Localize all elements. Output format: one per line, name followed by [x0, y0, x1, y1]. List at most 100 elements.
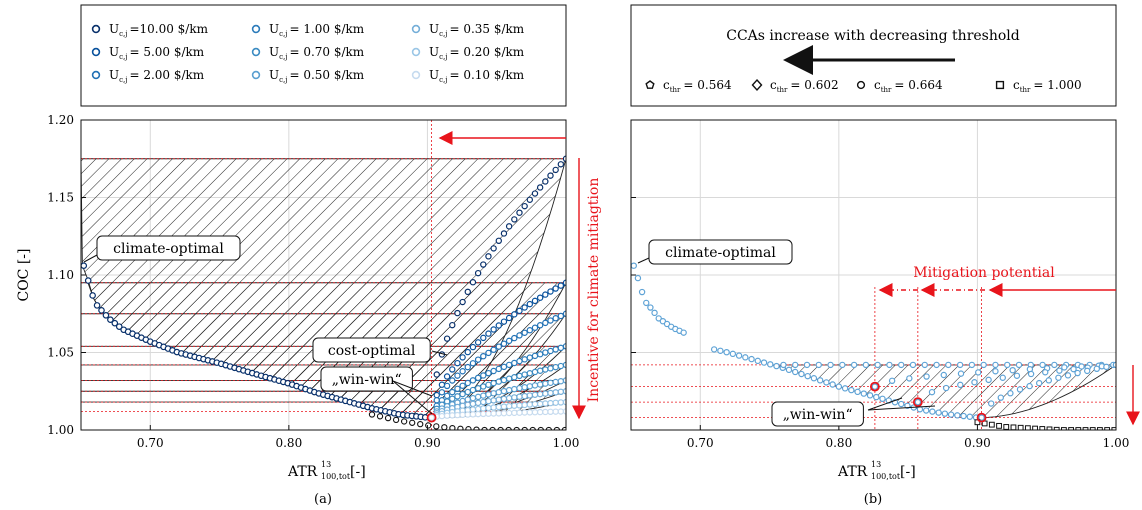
- data-point: [449, 395, 456, 402]
- data-point: [760, 359, 768, 366]
- data-point: [495, 378, 502, 385]
- data-point: [557, 388, 565, 396]
- data-point: [773, 362, 780, 370]
- x-tick-label: 0.80: [275, 436, 302, 450]
- data-point: [542, 400, 549, 407]
- data-point: [368, 411, 376, 418]
- data-point: [992, 361, 999, 369]
- data-point: [835, 383, 843, 390]
- data-point: [464, 401, 471, 408]
- data-point: [428, 414, 435, 421]
- data-point: [767, 361, 774, 368]
- data-point: [392, 416, 400, 424]
- data-point: [443, 373, 451, 380]
- data-point: [542, 178, 549, 185]
- data-point: [505, 314, 513, 322]
- data-point: [526, 409, 534, 416]
- data-point: [1051, 361, 1058, 369]
- data-point: [474, 339, 482, 346]
- data-point: [500, 395, 508, 403]
- data-point: [531, 409, 539, 416]
- data-point: [469, 386, 477, 394]
- data-point: [1104, 427, 1111, 430]
- data-point: [433, 423, 440, 430]
- data-point: [850, 361, 858, 369]
- data-point: [975, 369, 982, 376]
- data-point: [1046, 426, 1053, 430]
- x-axis-label-a-sup: 13: [321, 460, 331, 469]
- data-point: [562, 343, 566, 350]
- data-point: [505, 223, 513, 230]
- data-point: [536, 400, 544, 408]
- data-point: [547, 399, 554, 407]
- data-point: [516, 402, 523, 409]
- data-point: [1017, 424, 1024, 430]
- legend-b-title: CCAs increase with decreasing threshold: [726, 28, 1020, 44]
- data-point: [562, 408, 566, 415]
- legend-a: Uc,j =10.00 $/km Uc,j = 5.00 $/km Uc,j = 2.00…: [91, 22, 525, 84]
- win-win-label-b-box: [771, 401, 864, 427]
- data-point: [552, 389, 559, 396]
- data-point: [521, 202, 528, 210]
- data-point: [942, 384, 950, 392]
- data-point: [988, 421, 995, 428]
- data-point: [922, 407, 930, 414]
- data-point: [914, 398, 922, 406]
- x-axis-label-b-unit: [-]: [900, 464, 916, 480]
- data-point: [449, 366, 456, 373]
- x-axis-label-b-sup: 13: [871, 460, 881, 469]
- y-tick-label: 1.00: [47, 423, 74, 437]
- data-point: [490, 410, 497, 417]
- win-win-label-a-box: [320, 366, 413, 392]
- data-point: [526, 300, 534, 308]
- y-tick-label: 1.05: [47, 346, 74, 360]
- data-point: [485, 330, 492, 337]
- data-point: [521, 371, 528, 378]
- data-point: [469, 279, 477, 286]
- data-point: [521, 304, 528, 311]
- legend-a-label: Uc,j = 0.10 $/km: [429, 68, 525, 84]
- data-point: [947, 411, 955, 418]
- data-point: [536, 381, 544, 388]
- data-point: [921, 361, 928, 369]
- data-point: [888, 377, 896, 385]
- pointer-line: [83, 254, 98, 263]
- data-point: [516, 393, 523, 400]
- data-point: [433, 371, 440, 378]
- data-point: [866, 392, 874, 399]
- data-point: [521, 356, 528, 363]
- data-point: [469, 400, 477, 408]
- win-win-label-a: „win-win“: [332, 372, 402, 388]
- data-point: [500, 230, 508, 237]
- data-point: [490, 326, 497, 333]
- data-point: [526, 354, 534, 361]
- panel-a: 0.70 0.80 0.90 1.00 1.00 1.05 1.10 1.15 1.20 Inc…: [16, 113, 602, 507]
- data-point: [945, 361, 952, 369]
- data-point: [552, 399, 559, 406]
- data-point: [906, 375, 913, 382]
- pointer-line: [431, 350, 448, 356]
- data-point: [443, 412, 451, 419]
- cost-optimal-label: cost-optimal: [328, 343, 416, 359]
- data-point: [485, 391, 492, 398]
- data-point: [634, 274, 642, 282]
- data-point: [557, 362, 565, 370]
- threshold-marker: [912, 397, 923, 408]
- data-point: [729, 350, 737, 358]
- data-point: [511, 394, 518, 401]
- data-point: [792, 368, 799, 376]
- data-point: [1016, 386, 1024, 393]
- data-point: [500, 340, 508, 347]
- data-point: [862, 361, 870, 369]
- data-point: [886, 361, 893, 369]
- data-point: [1056, 367, 1063, 374]
- x-axis-label-b: ATR 13 100,tot [-]: [837, 460, 916, 481]
- legend-a-marker: [91, 24, 101, 34]
- data-point: [1045, 377, 1052, 384]
- data-point: [552, 408, 559, 415]
- data-point: [485, 369, 492, 377]
- data-point: [879, 395, 886, 403]
- data-point: [81, 262, 88, 269]
- data-point: [1013, 372, 1021, 379]
- data-point: [500, 376, 508, 384]
